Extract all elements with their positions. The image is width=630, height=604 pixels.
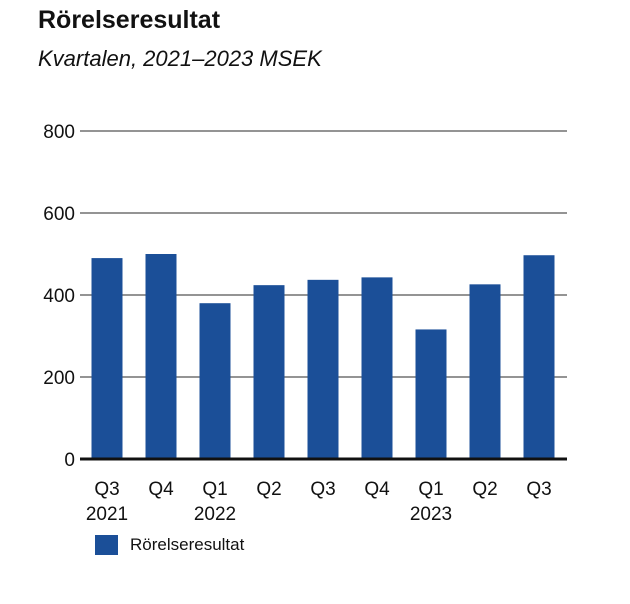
bar <box>91 258 123 459</box>
x-tick-label: Q4 <box>148 479 174 500</box>
bar <box>415 329 447 459</box>
y-tick-label: 0 <box>64 450 75 471</box>
y-tick-label: 800 <box>43 122 75 143</box>
x-tick-year-label: 2022 <box>194 504 236 525</box>
x-tick-year-label: 2023 <box>410 504 452 525</box>
y-tick-label: 600 <box>43 204 75 225</box>
bar <box>469 284 501 459</box>
bar <box>145 254 177 459</box>
y-tick-label: 400 <box>43 286 75 307</box>
bar <box>199 303 231 459</box>
x-tick-label: Q3 <box>526 479 551 500</box>
bar <box>361 277 393 459</box>
x-tick-year-label: 2021 <box>86 504 128 525</box>
y-tick-label: 200 <box>43 368 75 389</box>
bar <box>253 285 285 459</box>
legend-swatch <box>95 535 118 555</box>
bar <box>523 255 555 459</box>
bar <box>307 279 339 459</box>
x-tick-label: Q3 <box>310 479 335 500</box>
x-tick-label: Q3 <box>94 479 119 500</box>
x-tick-label: Q2 <box>472 479 497 500</box>
x-tick-label: Q1 <box>202 479 227 500</box>
legend-label: Rörelseresultat <box>130 535 245 554</box>
legend: Rörelseresultat <box>95 535 244 555</box>
x-tick-label: Q4 <box>364 479 390 500</box>
x-tick-label: Q2 <box>256 479 281 500</box>
chart-title: Rörelseresultat <box>38 6 221 34</box>
x-tick-label: Q1 <box>418 479 443 500</box>
chart-subtitle: Kvartalen, 2021–2023 MSEK <box>38 46 322 71</box>
